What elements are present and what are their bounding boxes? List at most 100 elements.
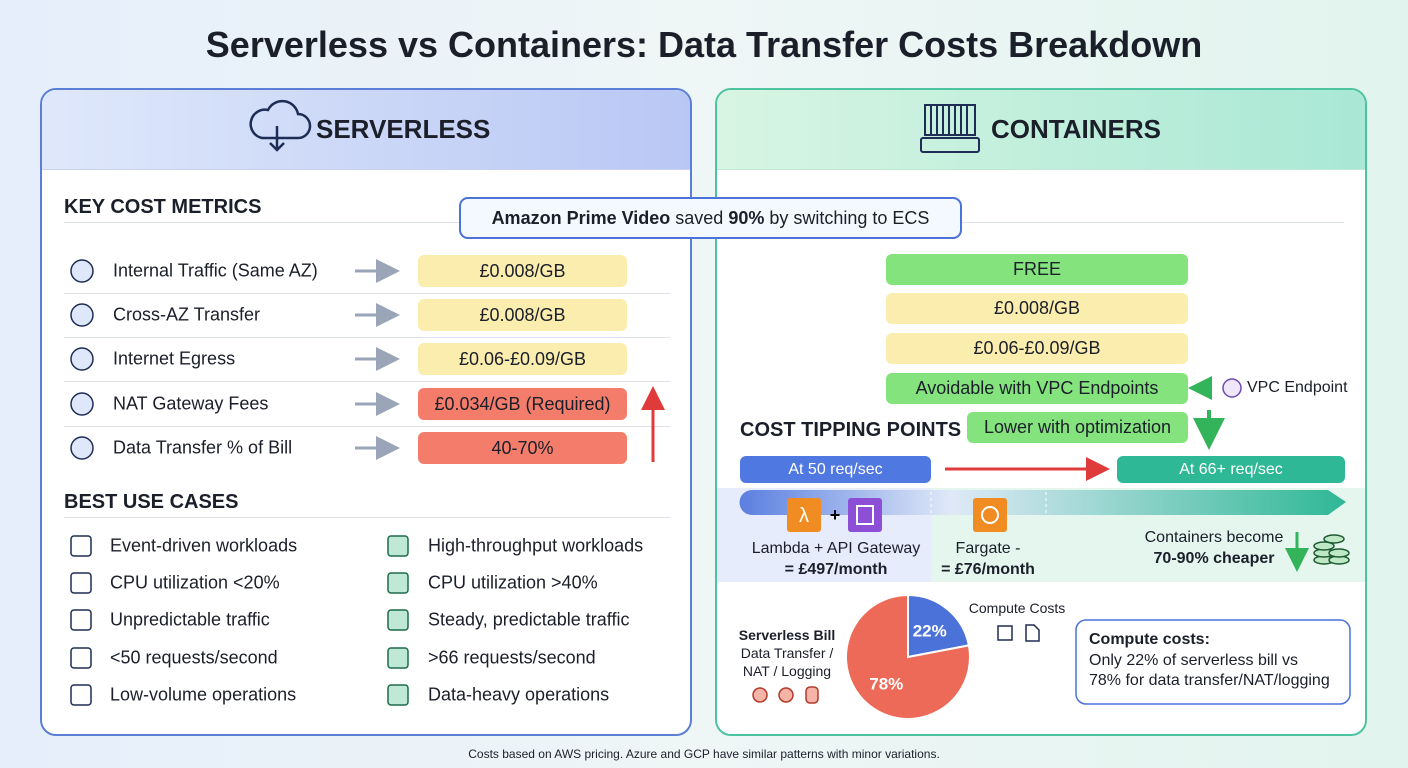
- panel-title: SERVERLESS: [316, 114, 491, 144]
- section-heading: BEST USE CASES: [64, 491, 239, 513]
- divider: [64, 222, 670, 223]
- page-title: Serverless vs Containers: Data Transfer …: [205, 24, 1203, 65]
- panel-header: [717, 90, 1365, 170]
- container-value: Avoidable with VPC Endpoints: [886, 373, 1188, 404]
- use-case-icon: [70, 572, 92, 594]
- bill-label: Data Transfer /: [740, 645, 834, 661]
- vpc-note: VPC Endpoint: [1247, 379, 1348, 396]
- callout-text: saved: [675, 207, 724, 228]
- server-icon: [920, 104, 980, 153]
- callout-text: 90%: [728, 207, 765, 228]
- use-case-icon: [387, 572, 409, 594]
- section-heading: COST TIPPING POINTS: [740, 419, 962, 441]
- note-line: 78% for data transfer/NAT/logging: [1089, 672, 1330, 689]
- note-line: Only 22% of serverless bill vs: [1089, 652, 1298, 669]
- use-case: CPU utilization <20%: [110, 572, 280, 593]
- use-case-icon: [387, 609, 409, 631]
- section-heading: KEY COST METRICS: [64, 196, 262, 218]
- metric-value: £0.008/GB: [418, 255, 627, 287]
- use-case-icon: [70, 684, 92, 706]
- divider: [64, 426, 670, 427]
- metric-icon: [70, 347, 94, 371]
- cloud-icon: [249, 99, 312, 152]
- divider: [64, 293, 670, 294]
- divider: [64, 517, 670, 518]
- compute-icons: [997, 624, 1040, 642]
- metric-icon: [70, 436, 94, 460]
- metric-label: Internal Traffic (Same AZ): [113, 260, 318, 281]
- use-case: <50 requests/second: [110, 647, 278, 668]
- metric-icon: [70, 303, 94, 327]
- callout-text: Amazon Prime Video: [491, 207, 671, 228]
- use-case: >66 requests/second: [428, 647, 596, 668]
- use-case-icon: [387, 535, 409, 557]
- fargate-name: Fargate -: [955, 540, 1021, 557]
- callout: Amazon Prime Video saved 90% by switching t…: [460, 198, 961, 238]
- lambda-glyph: λ: [799, 505, 809, 527]
- tipping-low: At 50 req/sec: [740, 456, 931, 483]
- row-arrows: [355, 259, 400, 460]
- metric-value: £0.034/GB (Required): [418, 388, 627, 420]
- bill-icons: [752, 686, 819, 704]
- container-value: Lower with optimization: [967, 412, 1188, 443]
- use-case: Low-volume operations: [110, 684, 297, 705]
- tipping-high: At 66+ req/sec: [1117, 456, 1345, 483]
- pie-slice: [845, 593, 971, 720]
- container-value: £0.008/GB: [886, 293, 1188, 324]
- pie-label: 78%: [869, 674, 903, 693]
- metric-value: £0.008/GB: [418, 299, 627, 331]
- plus: +: [830, 505, 841, 525]
- fargate-icon: [973, 498, 1007, 532]
- use-case: Data-heavy operations: [428, 684, 610, 705]
- metric-icon: [70, 392, 94, 416]
- use-case-icon: [387, 684, 409, 706]
- apigw-icon: [848, 498, 882, 532]
- divider: [64, 337, 670, 338]
- bill-label: NAT / Logging: [742, 663, 832, 679]
- pie-slice: [907, 593, 971, 659]
- divider: [740, 222, 1344, 223]
- use-case-icon: [70, 609, 92, 631]
- result-line: Containers become: [1144, 529, 1284, 546]
- callout-text: by switching to ECS: [769, 207, 930, 228]
- panel-header: [42, 90, 690, 170]
- use-case: CPU utilization >40%: [428, 572, 598, 593]
- vpc-icon: [1222, 378, 1242, 398]
- pie-label: 22%: [913, 622, 947, 641]
- use-case: Event-driven workloads: [110, 535, 298, 556]
- fargate-cost: = £76/month: [941, 561, 1035, 578]
- container-value: £0.06-£0.09/GB: [886, 333, 1188, 364]
- use-case: Steady, predictable traffic: [428, 609, 630, 630]
- lambda-cost: = £497/month: [784, 561, 888, 578]
- fargate-glyph: [981, 506, 999, 524]
- coins-icon: [1313, 534, 1350, 565]
- lambda-icon: [787, 498, 821, 532]
- metric-label: NAT Gateway Fees: [113, 393, 269, 414]
- apigw-glyph: [856, 505, 874, 525]
- metric-label: Cross-AZ Transfer: [113, 304, 261, 325]
- use-case-icon: [70, 647, 92, 669]
- container-value: FREE: [886, 254, 1188, 285]
- metric-icon: [70, 259, 94, 283]
- metric-label: Data Transfer % of Bill: [113, 437, 293, 458]
- use-case-icon: [387, 647, 409, 669]
- bill-title: Serverless Bill: [738, 627, 836, 643]
- footer: Costs based on AWS pricing. Azure and GC…: [468, 747, 940, 761]
- use-case: Unpredictable traffic: [110, 609, 270, 630]
- lambda-name: Lambda + API Gateway: [751, 540, 921, 557]
- use-case: High-throughput workloads: [428, 535, 644, 556]
- panel-title: CONTAINERS: [991, 114, 1161, 144]
- result-amount: 70-90% cheaper: [1153, 550, 1275, 567]
- metric-value: £0.06-£0.09/GB: [418, 343, 627, 375]
- metric-label: Internet Egress: [113, 348, 236, 369]
- progress-band: [739, 490, 1346, 515]
- metric-value: 40-70%: [418, 432, 627, 464]
- divider: [64, 381, 670, 382]
- note-title: Compute costs:: [1089, 631, 1210, 648]
- compute-label: Compute Costs: [968, 600, 1066, 616]
- use-case-icon: [70, 535, 92, 557]
- callout-box: [459, 197, 962, 239]
- note-box: [1075, 619, 1351, 705]
